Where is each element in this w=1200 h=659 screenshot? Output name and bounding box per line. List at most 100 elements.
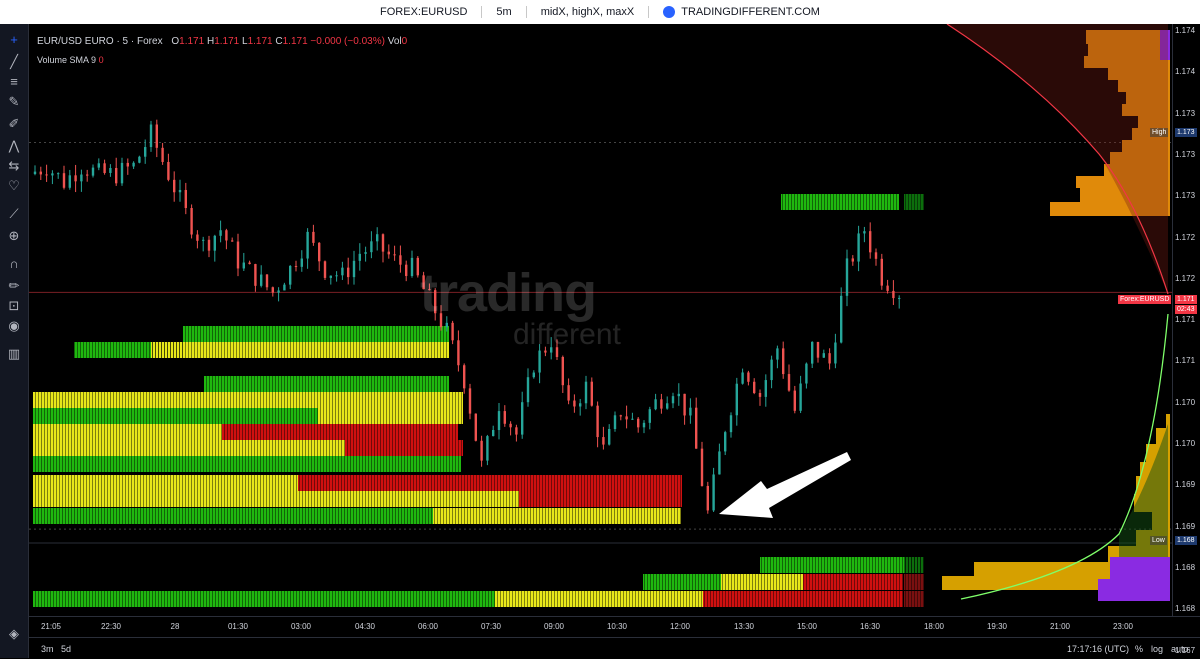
band-stripes xyxy=(904,574,924,590)
range-5d-button[interactable]: 5d xyxy=(61,644,72,654)
candle-body xyxy=(161,147,164,162)
pattern-icon[interactable]: ⋀ xyxy=(8,138,20,153)
interval-label[interactable]: 5m xyxy=(496,6,512,18)
candle-body xyxy=(666,403,669,409)
band-stripes xyxy=(33,424,223,440)
candle-body xyxy=(654,399,657,410)
price-tick-label: 1.171 xyxy=(1175,315,1196,325)
candle-body xyxy=(573,400,576,407)
price-tick-label: 1.167 xyxy=(1175,645,1196,655)
candle-body xyxy=(532,372,535,378)
candle-body xyxy=(236,241,240,269)
eye-icon[interactable]: ◉ xyxy=(8,318,20,333)
time-tick-label: 18:00 xyxy=(923,622,945,631)
candle-body xyxy=(892,290,895,299)
candle-body xyxy=(700,448,704,486)
ruler-icon[interactable]: ⟋ xyxy=(9,206,19,221)
candle-body xyxy=(265,274,269,288)
lock-icon[interactable]: ⊡ xyxy=(8,298,20,313)
candle-body xyxy=(579,403,582,407)
candle-body xyxy=(805,363,808,384)
candle-body xyxy=(828,353,831,364)
red-curve xyxy=(946,24,1169,295)
candle-body xyxy=(358,253,361,261)
candle-body xyxy=(167,161,170,180)
chart-legend: EUR/USD EURO · 5 · Forex O1.171 H1.171 L… xyxy=(37,36,407,47)
volume-profile-bar xyxy=(1086,30,1170,44)
price-tick-label: 1.170 xyxy=(1175,439,1196,448)
brush-icon[interactable]: ✎ xyxy=(8,94,20,109)
candle-body xyxy=(544,350,547,353)
legend-vol-label: Vol xyxy=(387,36,402,47)
candle-body xyxy=(335,275,338,277)
time-tick-label: 06:00 xyxy=(417,622,439,631)
candle-body xyxy=(758,392,762,397)
zoom-icon[interactable]: ⊕ xyxy=(8,228,20,243)
candle-body xyxy=(596,405,599,438)
candle-body xyxy=(613,415,617,430)
candle-body xyxy=(660,399,663,409)
candle-body xyxy=(857,233,860,262)
candle-body xyxy=(144,147,147,157)
candle-body xyxy=(799,383,802,411)
band-stripes xyxy=(721,574,803,590)
time-tick-label: 12:00 xyxy=(669,622,691,631)
lock-drawings-icon[interactable]: ✏ xyxy=(8,278,20,293)
price-tick-label: 1.172 xyxy=(1175,232,1196,242)
symbol-label[interactable]: FOREX:EURUSD xyxy=(380,6,468,18)
legend-o-label: O xyxy=(171,36,180,47)
time-tick-label: 19:30 xyxy=(986,622,1008,631)
price-tick-label: 1.170 xyxy=(1175,397,1196,407)
auto-toggle[interactable]: auto xyxy=(1171,644,1189,654)
candle-body xyxy=(492,430,495,437)
band-stripes xyxy=(33,475,298,491)
trash-icon[interactable]: ▥ xyxy=(7,346,21,361)
time-tick-label: 28 xyxy=(170,622,180,631)
candle-body xyxy=(811,341,814,364)
candle-body xyxy=(248,262,251,265)
price-axis[interactable]: 1.174 1.174 1.173 1.173 1.173 1.172 1.172 1.171… xyxy=(1172,24,1200,655)
volume-profile-bar xyxy=(1118,80,1170,92)
high-tag: High xyxy=(1150,128,1169,137)
watermark-line1: trading xyxy=(420,263,597,323)
legend-l-label: L xyxy=(242,36,248,47)
candle-body xyxy=(602,437,605,445)
trendline-icon[interactable]: ╱ xyxy=(10,54,18,69)
candle-body xyxy=(405,264,408,276)
candle-body xyxy=(62,173,66,188)
range-3m-button[interactable]: 3m xyxy=(41,644,54,654)
crosshair-icon[interactable]: + xyxy=(10,32,18,47)
forecast-icon[interactable]: ⇆ xyxy=(8,158,20,173)
legend-title[interactable]: EUR/USD EURO · 5 · Forex xyxy=(37,36,163,47)
candle-body xyxy=(300,258,303,267)
candle-body xyxy=(561,356,564,386)
candle-body xyxy=(503,411,506,424)
candle-body xyxy=(515,427,518,435)
layers-icon[interactable]: ◈ xyxy=(9,626,19,641)
percent-toggle[interactable]: % xyxy=(1135,644,1144,654)
candle-body xyxy=(39,171,42,175)
pen-icon[interactable]: ✐ xyxy=(8,116,20,131)
candle-body xyxy=(642,422,646,428)
candle-body xyxy=(764,380,767,397)
time-tick-label: 01:30 xyxy=(227,622,249,631)
arrow-annotation xyxy=(719,452,851,518)
time-axis[interactable]: 21:05 22:30 28 01:30 03:00 04:30 06:00 07:30 09:… xyxy=(29,616,1200,637)
volume-profile-bar xyxy=(1138,116,1170,128)
band-stripes xyxy=(33,591,495,607)
chart-area[interactable] xyxy=(29,24,1172,616)
candle-body xyxy=(341,267,344,276)
volume-profile-bar xyxy=(1122,104,1170,116)
log-toggle[interactable]: log xyxy=(1151,644,1164,654)
volume-sma-label[interactable]: Volume SMA 9 xyxy=(37,55,97,65)
brand-logo-icon xyxy=(663,6,676,18)
price-tick-label: 1.168 xyxy=(1175,604,1196,614)
candle-body xyxy=(880,258,883,286)
fib-icon[interactable]: ≡ xyxy=(10,74,18,89)
magnet-icon[interactable]: ∩ xyxy=(9,256,19,271)
favorite-icon[interactable]: ♡ xyxy=(8,178,20,193)
candle-body xyxy=(103,163,106,173)
candle-body xyxy=(190,208,193,235)
price-chart[interactable] xyxy=(29,24,1172,616)
utc-clock[interactable]: 17:17:16 (UTC) xyxy=(1067,644,1130,654)
